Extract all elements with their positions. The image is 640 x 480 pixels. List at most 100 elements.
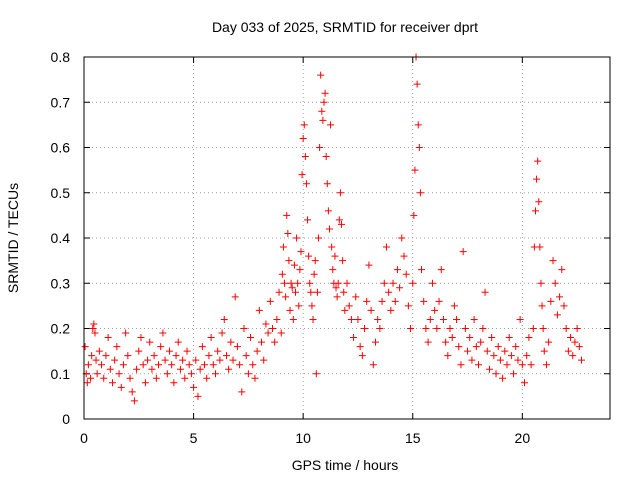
data-point	[84, 361, 92, 369]
data-point	[90, 320, 98, 328]
x-tick-label: 0	[80, 430, 88, 446]
data-point	[400, 252, 408, 260]
data-point	[152, 374, 160, 382]
y-tick-label: 0.2	[51, 321, 71, 337]
data-point	[321, 89, 329, 97]
data-point	[327, 121, 335, 129]
data-point	[413, 80, 421, 88]
data-point	[479, 325, 487, 332]
data-point	[91, 329, 99, 337]
data-point	[523, 352, 531, 360]
x-tick-label: 5	[190, 430, 198, 446]
data-point	[304, 216, 312, 224]
data-point	[402, 270, 410, 278]
data-point	[146, 338, 154, 346]
data-point	[277, 329, 285, 337]
data-point	[367, 306, 375, 314]
data-point	[130, 397, 138, 405]
data-point	[518, 361, 526, 369]
data-point	[415, 144, 423, 151]
data-point	[363, 297, 371, 305]
data-point	[183, 347, 191, 355]
data-point	[547, 297, 555, 305]
data-point	[287, 279, 295, 287]
data-point	[135, 347, 143, 355]
data-point	[488, 334, 496, 342]
data-point	[281, 279, 289, 287]
data-point	[301, 153, 309, 161]
x-tick-label: 15	[405, 430, 421, 446]
data-point	[389, 279, 397, 287]
data-point	[194, 392, 202, 400]
data-point	[416, 189, 424, 197]
data-point	[296, 266, 304, 274]
data-point	[139, 361, 147, 369]
data-point	[279, 243, 287, 251]
data-point	[163, 370, 171, 378]
x-tick-label: 20	[515, 430, 531, 446]
data-point	[159, 329, 167, 337]
data-point	[525, 334, 533, 342]
data-point	[422, 325, 430, 332]
data-point	[108, 379, 116, 387]
data-point	[396, 284, 404, 292]
data-point	[334, 279, 342, 287]
data-point	[161, 356, 169, 364]
data-point	[247, 334, 255, 342]
x-axis-label: GPS time / hours	[292, 457, 399, 473]
data-point	[299, 134, 307, 142]
data-point	[477, 338, 485, 346]
data-point	[251, 374, 259, 382]
data-point	[308, 302, 316, 310]
data-point	[203, 374, 211, 382]
data-point	[537, 279, 545, 287]
y-axis-label: SRMTID / TECUs	[5, 183, 21, 293]
data-point	[319, 116, 327, 124]
data-point	[309, 315, 317, 323]
data-point	[174, 338, 182, 346]
data-point	[312, 370, 320, 378]
data-point	[268, 325, 276, 332]
data-point	[457, 361, 465, 369]
data-point	[428, 279, 436, 287]
data-point	[141, 379, 149, 387]
data-point	[98, 361, 106, 369]
data-point	[201, 361, 209, 369]
data-point	[144, 356, 152, 364]
data-point	[113, 343, 121, 351]
data-point	[115, 370, 123, 378]
data-point	[322, 153, 330, 161]
data-point	[483, 347, 491, 355]
data-point	[433, 325, 441, 332]
data-point	[501, 347, 509, 355]
data-point	[293, 234, 301, 242]
data-point	[391, 297, 399, 305]
data-point	[540, 347, 548, 355]
data-point	[286, 306, 294, 314]
data-point	[356, 343, 364, 351]
data-point	[371, 338, 379, 346]
data-point	[95, 347, 103, 355]
data-point	[150, 352, 158, 360]
data-point	[273, 315, 281, 323]
data-point	[89, 325, 97, 332]
data-point	[284, 229, 292, 237]
data-point	[336, 189, 344, 197]
data-point	[288, 284, 296, 292]
data-point	[260, 356, 268, 364]
data-point	[325, 225, 333, 233]
data-point	[266, 297, 274, 305]
data-point	[398, 234, 406, 242]
data-point	[466, 334, 474, 342]
data-point	[539, 325, 547, 332]
data-point	[505, 334, 513, 342]
data-point	[119, 361, 127, 369]
data-point	[133, 365, 141, 373]
data-point	[516, 315, 524, 323]
data-point	[464, 347, 472, 355]
data-point	[414, 121, 422, 129]
data-point	[578, 356, 586, 364]
data-point	[179, 356, 187, 364]
data-point	[295, 302, 303, 310]
data-point	[155, 361, 163, 369]
